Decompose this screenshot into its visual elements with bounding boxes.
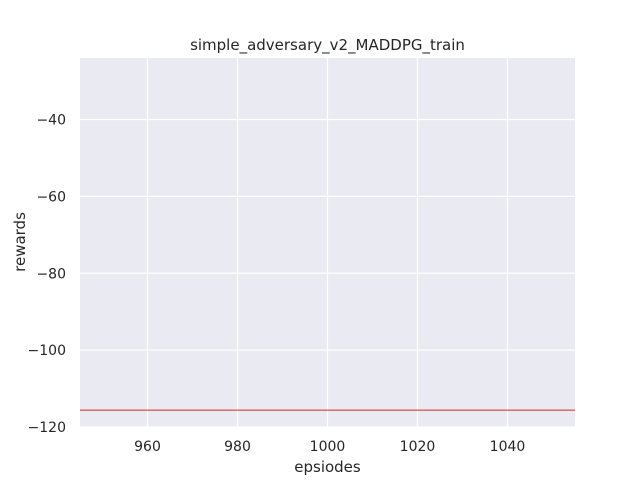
y-tick-label: −100	[28, 343, 66, 359]
x-tick-label: 980	[224, 439, 251, 455]
x-tick-label: 1040	[490, 439, 526, 455]
y-tick-label: −80	[36, 266, 66, 282]
grid	[80, 58, 575, 428]
y-tick-label: −120	[28, 420, 66, 436]
x-tick-label: 960	[134, 439, 161, 455]
x-tick-label: 1000	[310, 439, 346, 455]
y-tick-label: −60	[36, 189, 66, 205]
x-axis-label: epsiodes	[294, 458, 361, 476]
y-tick-label: −40	[36, 113, 66, 129]
x-tick-label: 1020	[400, 439, 436, 455]
x-tick-labels: 960 980 1000 1020 1040	[134, 439, 525, 455]
chart-title: simple_adversary_v2_MADDPG_train	[190, 36, 465, 55]
y-axis-label: rewards	[11, 212, 29, 272]
y-tick-labels: −40 −60 −80 −100 −120	[28, 113, 66, 437]
